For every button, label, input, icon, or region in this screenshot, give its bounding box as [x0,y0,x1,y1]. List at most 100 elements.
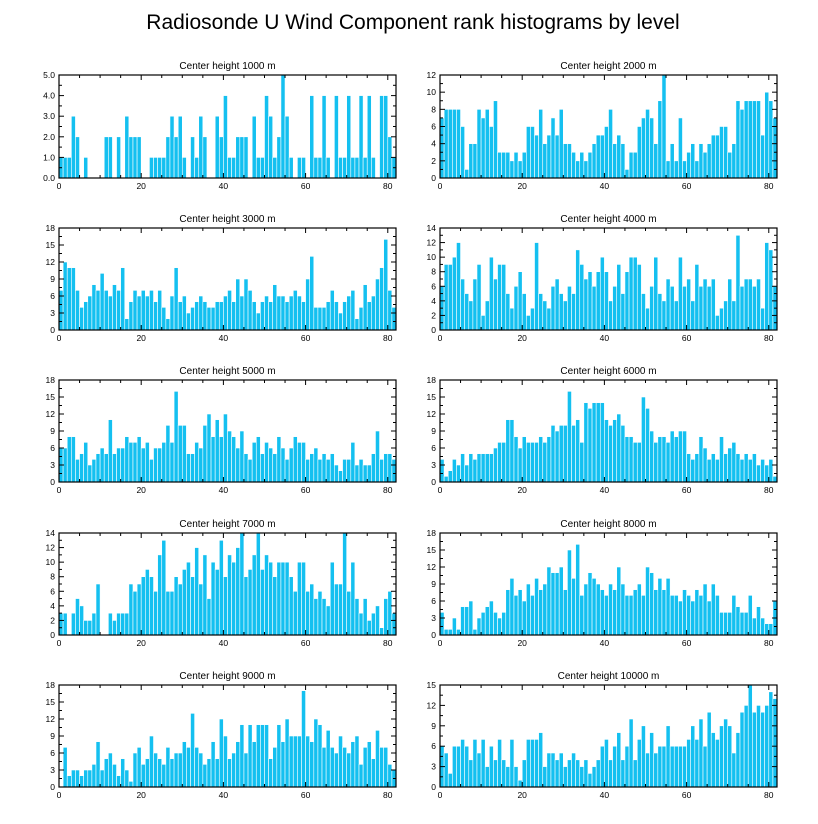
histogram-bar [227,554,232,636]
histogram-bar [309,741,315,788]
histogram-bar [554,759,560,788]
histogram-bar [653,442,659,483]
histogram-bar [641,293,646,331]
histogram-bar [583,583,589,636]
histogram-bar [727,447,733,483]
y-tick-label: 15 [427,392,437,402]
histogram-bar [706,143,712,179]
histogram-bar [95,741,101,788]
histogram-bar [87,464,93,483]
histogram-bar [251,301,257,331]
histogram-bar [251,741,257,788]
histogram-bar [743,100,749,179]
histogram-bar [509,739,515,788]
histogram-bar [628,151,634,179]
histogram-bar [558,752,564,788]
y-tick-label: 15 [427,680,437,690]
histogram-bar [198,752,204,788]
histogram-bar [686,278,692,331]
histogram-bar [624,436,630,483]
histogram-bar [546,436,552,483]
histogram-bar [661,300,667,331]
y-tick-label: 12 [46,714,56,724]
histogram-bar [317,459,323,483]
x-tick-label: 60 [301,638,311,648]
histogram-bar [768,691,774,788]
histogram-bar [268,301,274,331]
histogram-bar [752,285,757,331]
histogram-bar [673,300,679,331]
histogram-bar [719,307,724,331]
histogram-bar [542,766,548,788]
histogram-bar [567,549,572,636]
y-tick-label: 0 [431,630,436,640]
histogram-bar [169,758,175,788]
histogram-bar [464,464,470,483]
histogram-bar [645,408,650,483]
histogram-bar [456,109,461,179]
histogram-bar [739,459,745,483]
histogram-bar [346,590,352,636]
histogram-bar [534,442,539,483]
histogram-bar [599,134,605,179]
histogram-bar [571,425,576,483]
x-tick-label: 80 [764,790,774,800]
histogram-bar [673,436,679,483]
histogram-bar [579,151,585,179]
histogram-bar [128,583,134,636]
histogram-bar [338,735,343,788]
x-tick-label: 80 [764,181,774,191]
histogram-bar [554,572,560,636]
histogram-bar [140,576,146,636]
histogram-bar [268,115,274,179]
histogram-panel: Center height 8000 m 0 20 40 60 80 0 3 6 9 12 15 18 [427,519,778,648]
histogram-bar [66,775,72,788]
histogram-bar [255,724,261,788]
histogram-bar [231,301,237,331]
histogram-bar [505,151,511,179]
histogram-bar [542,300,548,331]
histogram-bar [530,442,535,483]
histogram-bar [686,595,692,636]
histogram-bar [338,470,343,483]
histogram-bar [616,134,622,179]
histogram-bar [292,290,298,331]
histogram-bar [484,606,490,636]
histogram-bar [66,157,72,179]
histogram-bar [558,566,564,636]
histogram-bar [227,430,232,483]
histogram-bar [210,436,216,483]
histogram-bar [153,590,158,636]
y-tick-label: 2.0 [43,132,55,142]
histogram-bar [632,589,638,636]
histogram-bar [698,718,704,788]
histogram-bar [284,301,290,331]
histogram-bar [95,583,101,636]
histogram-bar [371,612,376,636]
histogram-bar [334,301,339,331]
histogram-bar [472,459,478,483]
histogram-bar [79,453,84,483]
histogram-bar [153,157,158,179]
histogram-bar [292,436,298,483]
histogram-bar [521,759,527,788]
histogram-bar [132,136,138,179]
histogram-bar [653,143,659,179]
histogram-bar [497,617,502,636]
histogram-bar [227,157,232,179]
histogram-bar [538,589,544,636]
histogram-bar [108,612,113,636]
histogram-bar [260,724,265,788]
histogram-bar [371,157,376,179]
histogram-bar [513,436,519,483]
y-tick-label: 9 [431,721,436,731]
histogram-bar [562,766,568,788]
histogram-bar [317,724,323,788]
histogram-bar [194,442,200,483]
histogram-bar [272,284,278,331]
histogram-bar [251,554,257,636]
x-tick-label: 20 [136,181,146,191]
histogram-bar [284,561,290,636]
panel-title: Center height 2000 m [560,61,656,72]
histogram-bar [587,773,593,788]
